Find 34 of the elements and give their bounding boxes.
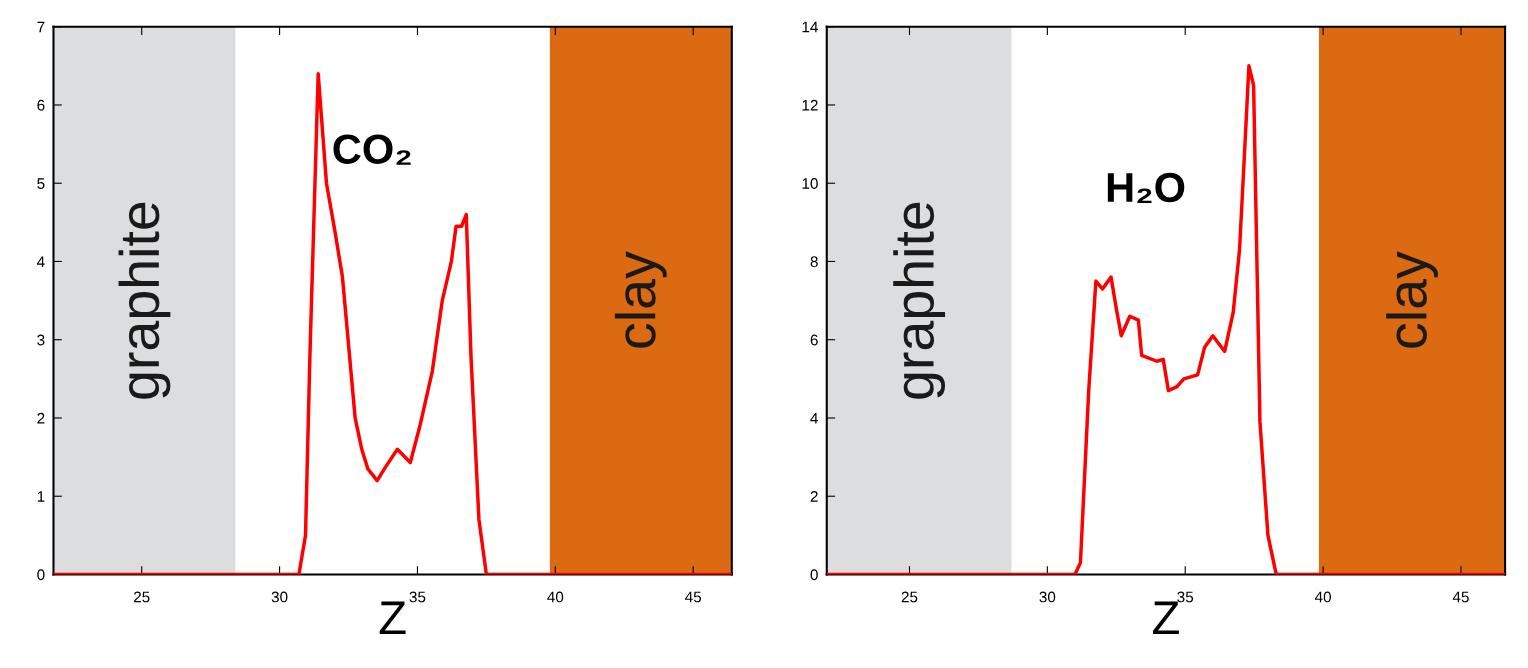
x-tick-label: 35	[409, 591, 426, 603]
y-tick-label: 2	[810, 491, 818, 502]
x-tick-label: 30	[271, 591, 288, 603]
x-tick-label: 40	[547, 591, 564, 603]
y-tick-label: 4	[810, 413, 818, 424]
y-tick-label: 6	[37, 99, 45, 111]
y-tick-label: 6	[810, 334, 818, 346]
band-label: graphite	[893, 202, 946, 399]
y-tick-label: 0	[37, 569, 45, 581]
band-label: graphite	[118, 202, 171, 399]
y-tick-label: 0	[810, 569, 818, 581]
x-tick-label: 30	[1039, 591, 1056, 603]
x-axis-title: Z	[1153, 601, 1179, 635]
x-axis-title: Z	[379, 601, 406, 635]
annotation: CO₂	[333, 134, 411, 165]
y-tick-label: 5	[37, 178, 45, 189]
y-tick-label: 8	[810, 256, 818, 268]
y-tick-label: 3	[37, 334, 45, 346]
y-tick-label: 4	[37, 256, 45, 268]
band-label: clay	[614, 251, 667, 348]
x-tick-label: 45	[685, 591, 702, 603]
y-tick-label: 10	[802, 178, 818, 189]
annotation: H₂O	[1107, 172, 1185, 204]
x-tick-label: 40	[1314, 591, 1331, 603]
x-tick-label: 25	[901, 591, 918, 603]
x-tick-label: 45	[1452, 591, 1469, 603]
y-tick-label: 2	[37, 412, 45, 424]
y-tick-label: 14	[802, 21, 818, 33]
band-label: clay	[1386, 251, 1438, 348]
x-tick-label: 35	[1177, 591, 1194, 603]
y-tick-label: 1	[37, 491, 45, 502]
x-tick-label: 25	[133, 591, 150, 603]
y-tick-label: 12	[802, 99, 818, 111]
y-tick-label: 7	[37, 21, 45, 33]
